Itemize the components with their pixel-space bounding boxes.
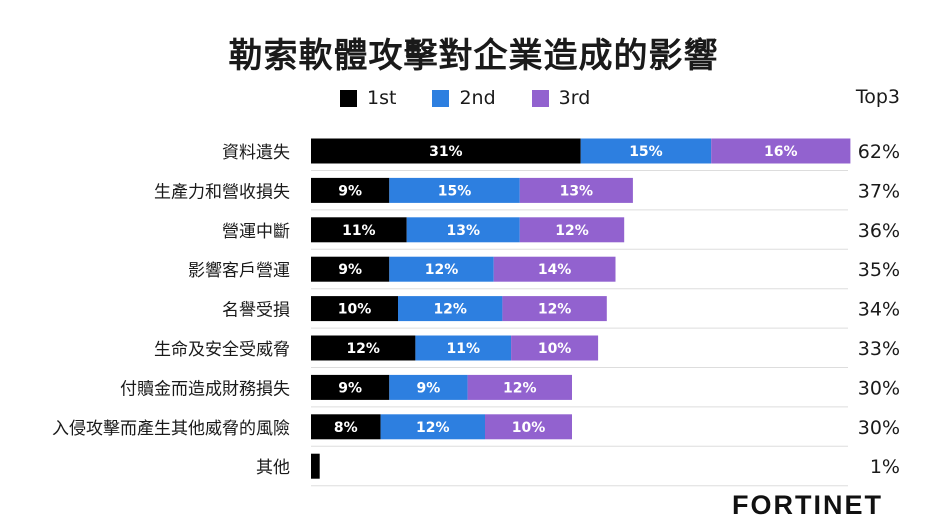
bar-segment-3rd — [519, 177, 633, 203]
category-label: 資料遺失 — [222, 143, 290, 163]
top3-total-label: 36% — [858, 220, 900, 242]
legend-item-1st: 1st — [340, 87, 396, 109]
bar-segment-2nd — [389, 256, 494, 282]
legend-label-1st: 1st — [367, 87, 397, 109]
category-label: 影響客戶營運 — [188, 261, 290, 281]
bar-segment-3rd — [467, 374, 572, 400]
bar-segment-1st — [311, 296, 398, 322]
bar-data-label: 11% — [342, 223, 376, 239]
bar-segment-3rd — [511, 335, 599, 361]
bar-data-label: 10% — [512, 420, 546, 436]
bar-segment-2nd — [398, 296, 503, 322]
bar-segment-1st — [311, 374, 390, 400]
bar-segment-1st — [311, 138, 581, 164]
bar-data-label: 31% — [429, 144, 463, 160]
legend-label-3rd: 3rd — [558, 87, 591, 109]
legend-item-2nd: 2nd — [432, 87, 496, 109]
category-label: 其他 — [256, 458, 290, 478]
bar-data-label: 16% — [764, 144, 798, 160]
bar-segment-2nd — [406, 217, 520, 243]
fortinet-logo: FORTINET — [732, 490, 907, 522]
chart-legend: 1st 2nd 3rd — [340, 86, 626, 110]
legend-label-2nd: 2nd — [459, 87, 496, 109]
top3-header: Top3 — [855, 86, 900, 108]
bar-data-label: 12% — [555, 223, 589, 239]
category-label: 生產力和營收損失 — [154, 182, 290, 202]
bar-data-label: 15% — [629, 144, 663, 160]
top3-total-label: 33% — [858, 338, 900, 360]
bar-data-label: 9% — [338, 262, 362, 278]
bar-data-label: 12% — [346, 341, 380, 357]
bar-segment-1st — [311, 414, 381, 440]
legend-swatch-1st — [340, 89, 357, 107]
legend-swatch-3rd — [531, 89, 549, 107]
category-label: 付贖金而造成財務損失 — [120, 379, 290, 399]
bar-data-label: 14% — [538, 262, 572, 278]
top3-total-label: 1% — [870, 456, 900, 478]
bar-segment-1st — [311, 335, 416, 361]
category-label: 營運中斷 — [222, 222, 290, 242]
bar-data-label: 12% — [433, 302, 467, 318]
top3-total-label: 30% — [858, 417, 900, 439]
top3-total-label: 34% — [858, 299, 900, 321]
legend-swatch-2nd — [432, 89, 450, 107]
bar-segment-1st — [311, 453, 320, 479]
chart-title: 勒索軟體攻擊對企業造成的影響 — [228, 36, 719, 76]
bar-data-label: 10% — [338, 302, 372, 318]
category-label: 名譽受損 — [222, 301, 290, 321]
legend-item-3rd: 3rd — [531, 87, 591, 109]
bar-segment-3rd — [485, 414, 572, 440]
bar-data-label: 8% — [334, 420, 358, 436]
bar-segment-2nd — [380, 414, 485, 440]
bar-data-label: 12% — [538, 302, 572, 318]
bar-data-label: 12% — [425, 262, 459, 278]
bar-segment-3rd — [711, 138, 851, 164]
bar-segment-2nd — [580, 138, 712, 164]
bar-segment-1st — [311, 177, 390, 203]
bar-data-label: 9% — [417, 380, 441, 396]
category-label: 生命及安全受威脅 — [154, 340, 290, 360]
bar-segment-3rd — [502, 296, 607, 322]
fortinet-logo-text: FORTINET — [732, 490, 883, 518]
bar-segment-2nd — [389, 374, 468, 400]
bar-segment-1st — [311, 256, 390, 282]
bar-data-label: 9% — [338, 380, 362, 396]
bar-data-label: 12% — [416, 420, 450, 436]
bar-segment-1st — [311, 217, 407, 243]
top3-total-label: 30% — [858, 377, 900, 399]
bar-segment-3rd — [519, 217, 625, 243]
top3-total-label: 62% — [858, 141, 900, 163]
bar-data-label: 9% — [338, 183, 362, 199]
category-label: 入侵攻擊而產生其他威脅的風險 — [52, 419, 290, 439]
bar-data-label: 13% — [560, 183, 594, 199]
bar-data-label: 11% — [446, 341, 480, 357]
bar-data-label: 13% — [446, 223, 480, 239]
bar-segment-2nd — [415, 335, 512, 361]
bar-segment-3rd — [493, 256, 616, 282]
bar-data-label: 15% — [438, 183, 472, 199]
bar-data-label: 12% — [503, 380, 537, 396]
bar-segment-2nd — [389, 177, 520, 203]
top3-total-label: 37% — [858, 180, 900, 202]
top3-total-label: 35% — [858, 259, 900, 281]
bar-data-label: 10% — [538, 341, 572, 357]
